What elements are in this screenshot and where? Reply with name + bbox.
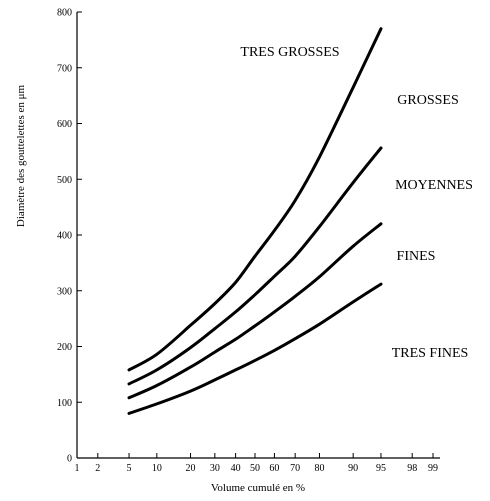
x-tick-label: 95: [376, 463, 386, 474]
label-moyennes: MOYENNES: [395, 178, 473, 193]
series-labels: TRES GROSSES GROSSES MOYENNES FINES TRES FIN…: [240, 45, 472, 361]
curve-moyennes: [127, 222, 383, 400]
y-tick-label: 700: [57, 63, 72, 74]
y-tick-label: 400: [57, 231, 72, 242]
label-tres-grosses: TRES GROSSES: [240, 45, 339, 60]
label-fines: FINES: [397, 249, 436, 264]
x-axis-title: Volume cumulé en %: [211, 482, 305, 494]
y-tick-label: 100: [57, 398, 72, 409]
label-grosses: GROSSES: [397, 93, 458, 108]
y-tick-label: 300: [57, 286, 72, 297]
y-tick-label: 600: [57, 119, 72, 130]
y-tick-label: 0: [67, 454, 72, 465]
y-axis-title: Diamètre des gouttelettes en μm: [15, 84, 27, 227]
curve-tres-grosses: [127, 27, 383, 372]
label-tres-fines: TRES FINES: [392, 346, 469, 361]
y-tick-label: 800: [57, 8, 72, 19]
y-axis: 0 100 200 300 400 500 600 700 800: [57, 8, 82, 465]
curve-fines: [127, 282, 383, 415]
x-tick-label: 30: [210, 463, 220, 474]
curve-grosses: [127, 146, 383, 386]
x-tick-label: 90: [348, 463, 358, 474]
y-tick-label: 200: [57, 342, 72, 353]
x-tick-label: 2: [95, 463, 100, 474]
x-tick-label: 1: [75, 463, 80, 474]
x-axis: 1 2 5 10 20 30 40 50 60 70 80 90 95 98 99: [75, 453, 440, 474]
x-tick-label: 80: [314, 463, 324, 474]
x-tick-label: 98: [407, 463, 417, 474]
x-tick-label: 99: [428, 463, 438, 474]
y-tick-label: 500: [57, 175, 72, 186]
x-tick-label: 50: [250, 463, 260, 474]
x-tick-label: 70: [290, 463, 300, 474]
x-tick-label: 10: [152, 463, 162, 474]
curves: [127, 27, 383, 415]
x-tick-label: 60: [269, 463, 279, 474]
x-tick-label: 5: [127, 463, 132, 474]
x-tick-label: 20: [186, 463, 196, 474]
x-tick-label: 40: [231, 463, 241, 474]
